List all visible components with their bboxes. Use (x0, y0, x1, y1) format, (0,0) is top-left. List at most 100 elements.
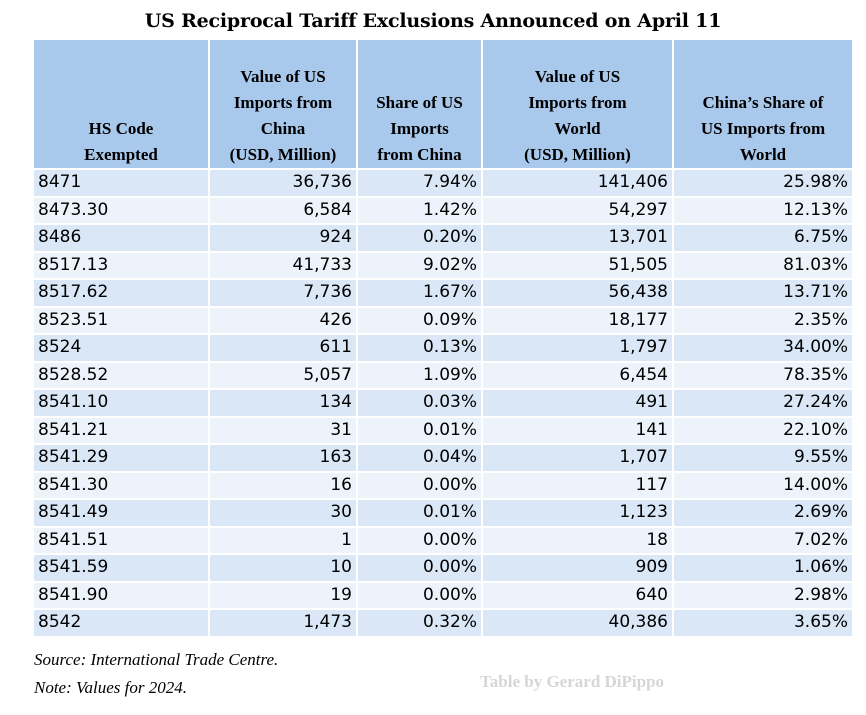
column-header-line: Imports from (528, 93, 627, 112)
cell-china-share-world: 2.35% (674, 307, 852, 333)
cell-value-world: 491 (483, 390, 672, 416)
column-header-value-china: Value of US Imports from China (USD, Millio… (210, 40, 356, 168)
column-header-line: China’s Share of (702, 93, 824, 112)
cell-hs-code: 8541.10 (34, 390, 208, 416)
cell-share-china: 0.32% (358, 610, 481, 636)
cell-china-share-world: 22.10% (674, 417, 852, 443)
cell-share-china: 0.00% (358, 582, 481, 608)
cell-china-share-world: 25.98% (674, 170, 852, 196)
table-row: 8517.62 7,736 1.67% 56,438 13.71% (34, 280, 852, 306)
cell-share-china: 0.09% (358, 307, 481, 333)
cell-share-china: 0.00% (358, 555, 481, 581)
table-row: 8541.49 30 0.01% 1,123 2.69% (34, 500, 852, 526)
cell-value-china: 426 (210, 307, 356, 333)
cell-value-china: 163 (210, 445, 356, 471)
cell-hs-code: 8473.30 (34, 197, 208, 223)
cell-share-china: 7.94% (358, 170, 481, 196)
credit-watermark: Table by Gerard DiPippo (480, 672, 665, 691)
table-row: 8486 924 0.20% 13,701 6.75% (34, 225, 852, 251)
table-row: 8473.30 6,584 1.42% 54,297 12.13% (34, 197, 852, 223)
cell-value-world: 117 (483, 472, 672, 498)
cell-share-china: 0.03% (358, 390, 481, 416)
table-row: 8541.30 16 0.00% 117 14.00% (34, 472, 852, 498)
table-title: US Reciprocal Tariff Exclusions Announce… (144, 10, 722, 32)
cell-share-china: 0.01% (358, 500, 481, 526)
cell-share-china: 1.09% (358, 362, 481, 388)
column-header-line: (USD, Million) (229, 145, 337, 164)
table-body: 8471 36,736 7.94% 141,406 25.98% 8473.30 6,584… (34, 170, 852, 636)
cell-value-china: 7,736 (210, 280, 356, 306)
cell-china-share-world: 7.02% (674, 527, 852, 553)
cell-china-share-world: 6.75% (674, 225, 852, 251)
column-header-line: World (554, 119, 601, 138)
cell-china-share-world: 34.00% (674, 335, 852, 361)
cell-hs-code: 8541.59 (34, 555, 208, 581)
cell-china-share-world: 14.00% (674, 472, 852, 498)
cell-value-china: 10 (210, 555, 356, 581)
cell-hs-code: 8528.52 (34, 362, 208, 388)
column-header-line: from China (377, 145, 462, 164)
cell-china-share-world: 12.13% (674, 197, 852, 223)
cell-share-china: 0.04% (358, 445, 481, 471)
cell-value-china: 611 (210, 335, 356, 361)
table-row: 8541.59 10 0.00% 909 1.06% (34, 555, 852, 581)
cell-share-china: 9.02% (358, 252, 481, 278)
table-row: 8528.52 5,057 1.09% 6,454 78.35% (34, 362, 852, 388)
cell-value-china: 19 (210, 582, 356, 608)
column-header-line: (USD, Million) (524, 145, 631, 164)
table-row: 8523.51 426 0.09% 18,177 2.35% (34, 307, 852, 333)
tariff-exclusions-table: HS Code Exempted Value of US Imports from Ch… (32, 38, 854, 638)
table-row: 8541.21 31 0.01% 141 22.10% (34, 417, 852, 443)
cell-hs-code: 8486 (34, 225, 208, 251)
note-line: Note: Values for 2024. (34, 678, 187, 697)
cell-value-world: 1,707 (483, 445, 672, 471)
column-header-line: Value of US (534, 67, 621, 86)
column-header-line: China (260, 119, 306, 138)
cell-value-china: 134 (210, 390, 356, 416)
cell-hs-code: 8541.21 (34, 417, 208, 443)
cell-value-world: 1,797 (483, 335, 672, 361)
table-row: 8542 1,473 0.32% 40,386 3.65% (34, 610, 852, 636)
cell-share-china: 0.20% (358, 225, 481, 251)
cell-value-china: 30 (210, 500, 356, 526)
cell-china-share-world: 3.65% (674, 610, 852, 636)
source-line: Source: International Trade Centre. (34, 650, 279, 669)
column-header-line: World (739, 145, 787, 164)
cell-china-share-world: 13.71% (674, 280, 852, 306)
cell-value-world: 56,438 (483, 280, 672, 306)
cell-china-share-world: 81.03% (674, 252, 852, 278)
table-row: 8517.13 41,733 9.02% 51,505 81.03% (34, 252, 852, 278)
cell-value-china: 41,733 (210, 252, 356, 278)
column-header-line: Imports (390, 119, 449, 138)
cell-value-world: 13,701 (483, 225, 672, 251)
cell-value-world: 1,123 (483, 500, 672, 526)
column-header-line: Share of US (376, 93, 463, 112)
cell-hs-code: 8541.51 (34, 527, 208, 553)
cell-value-china: 924 (210, 225, 356, 251)
table-row: 8541.29 163 0.04% 1,707 9.55% (34, 445, 852, 471)
cell-china-share-world: 9.55% (674, 445, 852, 471)
cell-hs-code: 8523.51 (34, 307, 208, 333)
column-header-value-world: Value of US Imports from World (USD, Millio… (483, 40, 672, 168)
cell-value-world: 40,386 (483, 610, 672, 636)
cell-value-world: 141,406 (483, 170, 672, 196)
table-row: 8541.10 134 0.03% 491 27.24% (34, 390, 852, 416)
cell-value-world: 18,177 (483, 307, 672, 333)
cell-value-world: 640 (483, 582, 672, 608)
cell-hs-code: 8541.49 (34, 500, 208, 526)
cell-value-china: 16 (210, 472, 356, 498)
cell-value-world: 6,454 (483, 362, 672, 388)
cell-value-world: 18 (483, 527, 672, 553)
table-row: 8524 611 0.13% 1,797 34.00% (34, 335, 852, 361)
cell-value-world: 141 (483, 417, 672, 443)
cell-china-share-world: 78.35% (674, 362, 852, 388)
cell-value-world: 51,505 (483, 252, 672, 278)
cell-hs-code: 8471 (34, 170, 208, 196)
table-row: 8541.90 19 0.00% 640 2.98% (34, 582, 852, 608)
cell-hs-code: 8517.62 (34, 280, 208, 306)
column-header-line: HS Code (88, 119, 154, 138)
table-row: 8541.51 1 0.00% 18 7.02% (34, 527, 852, 553)
header-row: HS Code Exempted Value of US Imports from Ch… (34, 40, 852, 168)
cell-hs-code: 8517.13 (34, 252, 208, 278)
column-header-line: Exempted (84, 145, 158, 164)
